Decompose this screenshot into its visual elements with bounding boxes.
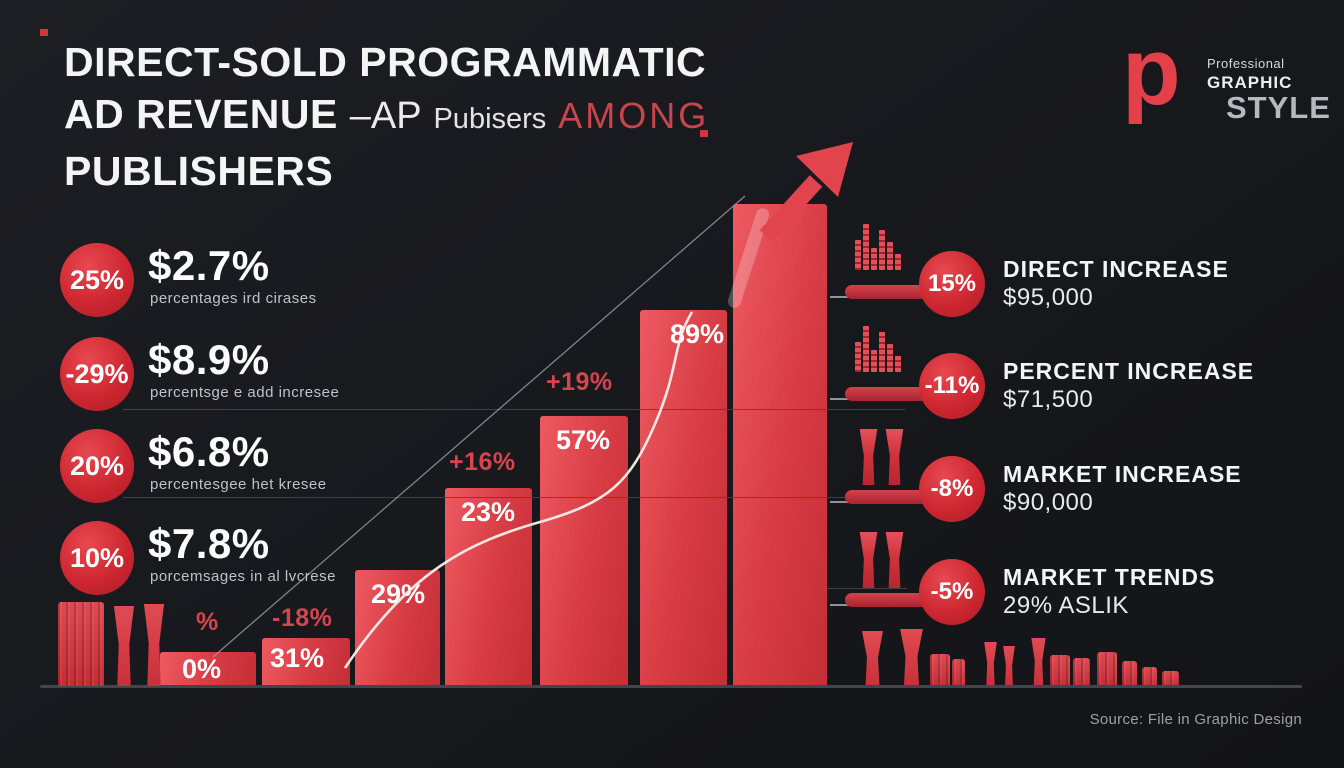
decor-column <box>113 606 135 686</box>
connector-tick <box>830 398 848 400</box>
decor-column <box>930 654 950 686</box>
percent-badge: 15% <box>919 251 985 317</box>
bar <box>733 204 827 686</box>
column-pair-icon <box>858 532 910 588</box>
decor-column <box>1031 638 1046 686</box>
stat-title: MARKET INCREASE <box>1003 461 1242 487</box>
decor-column <box>1142 667 1157 686</box>
red-artifact-dot <box>40 29 48 36</box>
stat-value: $95,000 <box>1003 284 1094 311</box>
decor-column <box>1162 671 1179 686</box>
decor-column <box>1122 661 1137 686</box>
right-stat-row: 15% DIRECT INCREASE $95,000 <box>0 222 1344 352</box>
bar-annotation: +16% <box>449 448 516 476</box>
column-pair-icon <box>858 429 910 485</box>
stat-value: 29% ASLIK <box>1003 592 1129 619</box>
decor-column <box>1050 655 1070 686</box>
connector-tick <box>830 604 848 606</box>
right-stat-row: -5% MARKET TRENDS 29% ASLIK <box>0 530 1344 660</box>
right-stat-row: -11% PERCENT INCREASE $71,500 <box>0 324 1344 454</box>
connector-tick <box>830 296 848 298</box>
logo-text-style: STYLE <box>1226 90 1331 125</box>
logo-text-graphic: GRAPHIC <box>1207 73 1293 92</box>
gridline <box>827 588 907 589</box>
title-line-2-dash: –AP <box>349 95 422 137</box>
decor-column <box>984 642 997 686</box>
title-line-3: PUBLISHERS <box>64 148 334 194</box>
brand-p-logo-icon: p <box>1122 18 1181 125</box>
chart-baseline <box>40 685 1302 688</box>
decor-column <box>1003 646 1015 686</box>
source-note: Source: File in Graphic Design <box>1089 711 1302 728</box>
bar: 0% <box>160 652 256 686</box>
title-line-1: DIRECT-SOLD PROGRAMMATIC <box>64 39 707 85</box>
percent-badge: -8% <box>919 456 985 522</box>
stat-value: $90,000 <box>1003 489 1094 516</box>
connector-bar <box>845 285 941 299</box>
bar-annotation: -18% <box>272 604 333 632</box>
decor-column <box>58 602 104 686</box>
connector-bar <box>845 593 941 607</box>
bar-annotation: +19% <box>546 368 613 396</box>
stat-title: DIRECT INCREASE <box>1003 256 1229 282</box>
percent-badge: 10% <box>60 521 134 595</box>
connector-bar <box>845 490 941 504</box>
decor-column <box>143 604 165 686</box>
percent-badge: 20% <box>60 429 134 503</box>
decor-column <box>1097 652 1117 686</box>
stat-title: MARKET TRENDS <box>1003 564 1216 590</box>
logo-text-professional: Professional <box>1207 56 1285 71</box>
percent-badge: 25% <box>60 243 134 317</box>
decor-column <box>900 629 923 686</box>
decor-column <box>952 659 965 686</box>
percent-badge: -29% <box>60 337 134 411</box>
bar-annotation: % <box>196 608 219 636</box>
title-line-2-thin: Pubisers <box>433 103 547 135</box>
connector-tick <box>830 501 848 503</box>
title-line-2-red: AMONG <box>558 95 710 136</box>
equalizer-bars-icon <box>855 324 907 372</box>
page-title: DIRECT-SOLD PROGRAMMATIC AD REVENUE –AP … <box>64 36 709 197</box>
stat-value: $71,500 <box>1003 386 1094 413</box>
percent-badge: -11% <box>919 353 985 419</box>
percent-badge: -5% <box>919 559 985 625</box>
connector-bar <box>845 387 941 401</box>
decor-column <box>1073 658 1090 686</box>
bar-label: 0% <box>182 654 222 684</box>
title-line-2: AD REVENUE –AP Pubisers AMONG <box>64 88 709 145</box>
decor-column <box>862 631 883 686</box>
title-line-2-bold: AD REVENUE <box>64 91 338 137</box>
growth-arrow-head-icon <box>796 142 853 197</box>
right-stat-row: -8% MARKET INCREASE $90,000 <box>0 427 1344 557</box>
equalizer-bars-icon <box>855 222 907 270</box>
red-artifact-dot <box>700 130 708 137</box>
stat-title: PERCENT INCREASE <box>1003 358 1255 384</box>
